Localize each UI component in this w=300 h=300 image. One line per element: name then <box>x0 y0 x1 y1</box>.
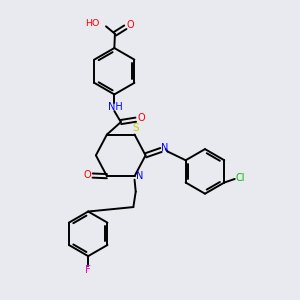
Text: N: N <box>136 171 144 181</box>
Text: O: O <box>83 170 91 180</box>
Text: N: N <box>161 143 169 153</box>
Text: S: S <box>133 123 139 133</box>
Text: Cl: Cl <box>236 173 245 183</box>
Text: O: O <box>137 113 145 124</box>
Text: F: F <box>85 266 91 275</box>
Text: HO: HO <box>85 20 100 28</box>
Text: NH: NH <box>108 102 122 112</box>
Text: O: O <box>127 20 134 30</box>
